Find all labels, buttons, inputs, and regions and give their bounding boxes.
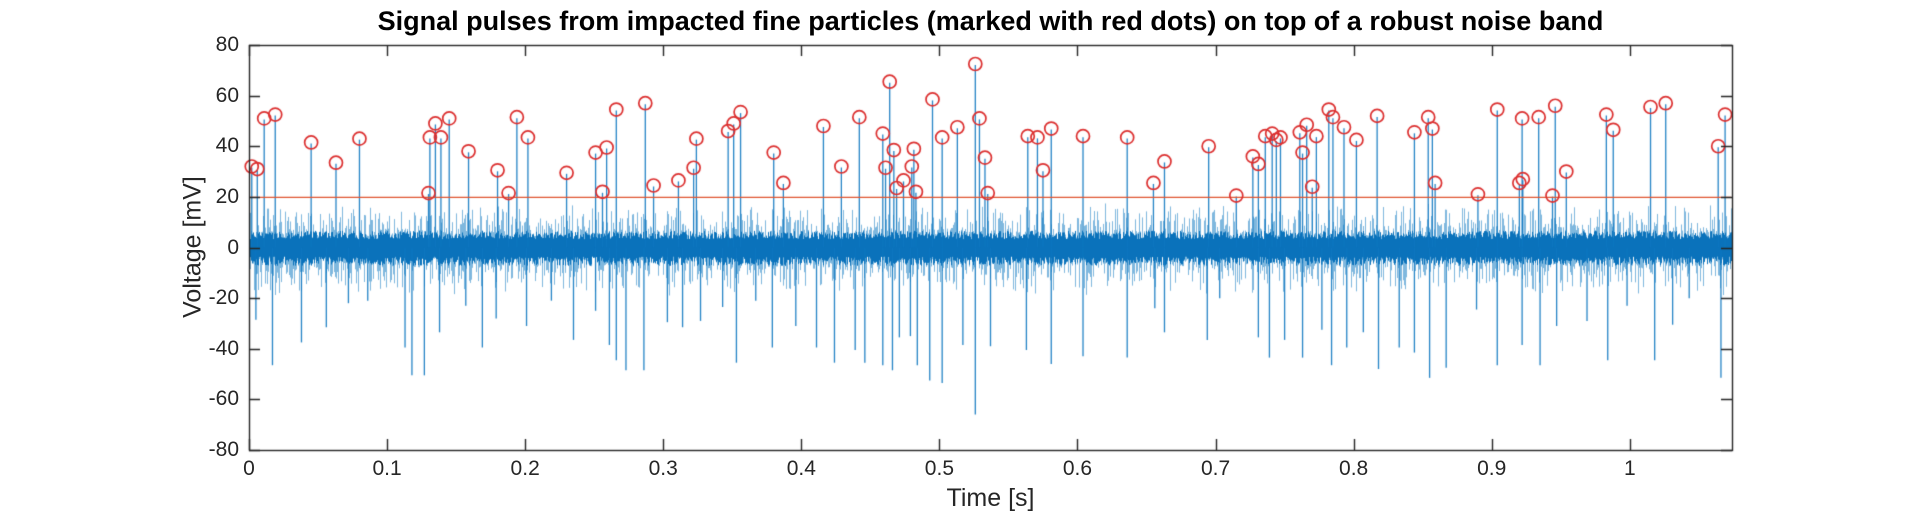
x-tick-label: 0.9 — [1477, 457, 1507, 480]
y-tick-label: 0 — [227, 235, 239, 259]
chart-title: Signal pulses from impacted fine particl… — [377, 6, 1604, 36]
y-tick-label: 80 — [215, 33, 239, 56]
x-tick-label: 0.5 — [924, 457, 955, 480]
x-tick-label: 0.2 — [510, 457, 540, 480]
x-tick-label: 0.6 — [1062, 457, 1093, 480]
x-axis-label: Time [s] — [946, 484, 1035, 512]
y-tick-label: -60 — [208, 387, 239, 411]
y-tick-label: 20 — [215, 184, 239, 208]
x-tick-label: 0.8 — [1339, 457, 1369, 480]
x-tick-label: 0.1 — [372, 457, 402, 480]
x-tick-label: 0.7 — [1200, 457, 1231, 480]
x-tick-label: 0.4 — [786, 457, 816, 480]
y-tick-label: -20 — [208, 286, 239, 310]
x-tick-label: 0 — [243, 457, 255, 480]
y-tick-label: 40 — [215, 134, 239, 158]
y-tick-label: -40 — [208, 336, 239, 360]
x-tick-label: 1 — [1623, 457, 1636, 480]
y-tick-label: -80 — [208, 438, 239, 461]
x-tick-label: 0.3 — [648, 457, 678, 480]
y-tick-label: 60 — [215, 83, 239, 107]
